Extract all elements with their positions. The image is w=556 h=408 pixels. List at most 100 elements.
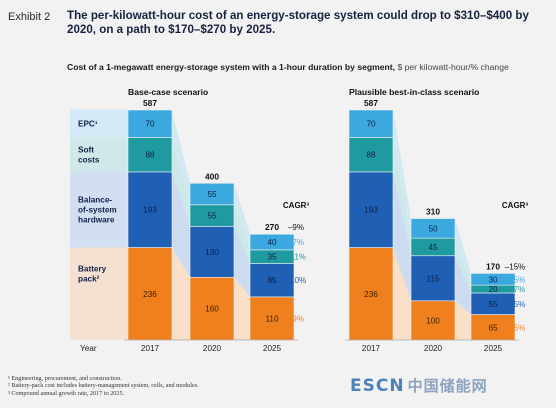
subtitle-main: Cost of a 1-megawatt energy-storage syst… (67, 62, 396, 72)
connector-band (393, 110, 411, 239)
bar-segment (249, 263, 295, 298)
bar-segment (348, 109, 394, 138)
segment-row-label: EPC¹ (78, 120, 98, 129)
segment-row-label-line: EPC¹ (78, 120, 98, 129)
connector-band (455, 238, 471, 293)
bar-segment (249, 296, 295, 341)
connector-band (234, 277, 250, 340)
segment-row-label-line: Soft (78, 146, 94, 155)
segment-row-label: Battery pack² (78, 265, 107, 284)
cagr-value: –7% (288, 238, 304, 247)
data-label: 115 (426, 274, 439, 283)
scenario-title: Plausible best-in-class scenario (349, 87, 479, 97)
connector-band (393, 171, 411, 301)
data-label: 160 (205, 305, 219, 314)
connector-band (172, 247, 190, 340)
data-label: 236 (364, 290, 378, 299)
x-axis-label: Year (80, 344, 97, 353)
data-label: 193 (143, 206, 157, 215)
exhibit-label: Exhibit 2 (8, 11, 51, 23)
subtitle-unit: $ per kilowatt-hour/% change (395, 62, 509, 72)
data-label: 70 (366, 120, 376, 129)
data-label: 35 (267, 253, 277, 262)
bar-segment (189, 226, 235, 278)
cagr-value: –15% (505, 323, 525, 332)
data-label: 88 (366, 151, 376, 160)
data-label: 55 (207, 212, 217, 221)
connector-band (393, 137, 411, 256)
segment-label-band (70, 137, 128, 172)
data-label: 55 (488, 300, 498, 309)
bar-segment (249, 233, 295, 251)
bar-segment (189, 182, 235, 206)
connector-band (393, 247, 411, 340)
segment-row-label-line: costs (78, 156, 100, 165)
headline: The per-kilowatt-hour cost of an energy-… (67, 9, 529, 36)
segment-label-band (70, 247, 128, 340)
cagr-value: –11% (286, 253, 306, 262)
connector-band (234, 226, 250, 297)
bar-total-label: 270 (265, 222, 279, 232)
x-tick-label: 2020 (203, 344, 222, 353)
data-label: 30 (488, 275, 498, 284)
data-label: 55 (207, 190, 217, 199)
cagr-value: –15% (505, 300, 525, 309)
connector-band (234, 204, 250, 264)
chart-subtitle: Cost of a 1-megawatt energy-storage syst… (67, 62, 509, 72)
bar-segment (410, 218, 456, 239)
x-tick-label: 2025 (484, 344, 503, 353)
bar-total-label: 587 (364, 98, 378, 108)
data-label: 40 (267, 238, 277, 247)
footnote-2: ² Battery-pack cost includes battery-man… (8, 382, 199, 390)
data-label: 85 (267, 276, 277, 285)
footnotes: ¹ Engineering, procurement, and construc… (8, 375, 348, 397)
bar-segment (348, 171, 394, 248)
bar-segment (470, 314, 516, 341)
bar-total-label: 310 (426, 207, 440, 217)
data-label: 65 (488, 323, 498, 332)
x-tick-label: 2025 (263, 344, 282, 353)
cagr-value: –10% (286, 276, 306, 285)
bar-segment (127, 137, 173, 173)
bar-segment (127, 109, 173, 138)
connector-band (234, 183, 250, 250)
connector-band (172, 171, 190, 278)
watermark-brand: ESCN (350, 376, 405, 396)
segment-row-label-line: Battery (78, 265, 107, 274)
bar-segment (348, 247, 394, 341)
bar-segment (189, 277, 235, 341)
segment-row-label-line: Balance- (78, 196, 112, 205)
footnote-1: ¹ Engineering, procurement, and construc… (8, 375, 122, 382)
data-label: 88 (145, 151, 155, 160)
cagr-value: –17% (505, 285, 525, 294)
segment-row-label-line: pack² (78, 275, 100, 284)
cagr-value: –9% (288, 314, 304, 323)
bar-segment (410, 300, 456, 341)
bar-total-label: 587 (143, 98, 157, 108)
bar-segment (127, 171, 173, 248)
bar-total-label: 170 (486, 261, 500, 271)
watermark-text: 中国储能网 (407, 377, 488, 395)
watermark-logo: ESCN 中国储能网 (350, 375, 488, 403)
data-label: 193 (364, 206, 378, 215)
bar-segment (348, 137, 394, 173)
data-label: 70 (145, 120, 155, 129)
connector-band (455, 255, 471, 315)
segment-row-label: Soft costs (78, 146, 100, 165)
data-label: 100 (426, 316, 440, 325)
data-label: 130 (205, 248, 219, 257)
data-label: 50 (428, 224, 438, 233)
data-label: 45 (428, 243, 438, 252)
connector-band (455, 218, 471, 286)
segment-label-band (70, 171, 128, 248)
data-label: 20 (488, 285, 498, 294)
data-label: 236 (143, 290, 157, 299)
cagr-total: –9% (288, 223, 304, 232)
cagr-total: –15% (505, 262, 525, 271)
x-tick-label: 2020 (424, 344, 443, 353)
connector-band (172, 137, 190, 227)
cagr-value: –15% (505, 275, 525, 284)
scenario-title: Base-case scenario (128, 87, 208, 97)
segment-row-label-line: hardware (78, 216, 115, 225)
segment-row-label-line: of-system (78, 206, 117, 215)
